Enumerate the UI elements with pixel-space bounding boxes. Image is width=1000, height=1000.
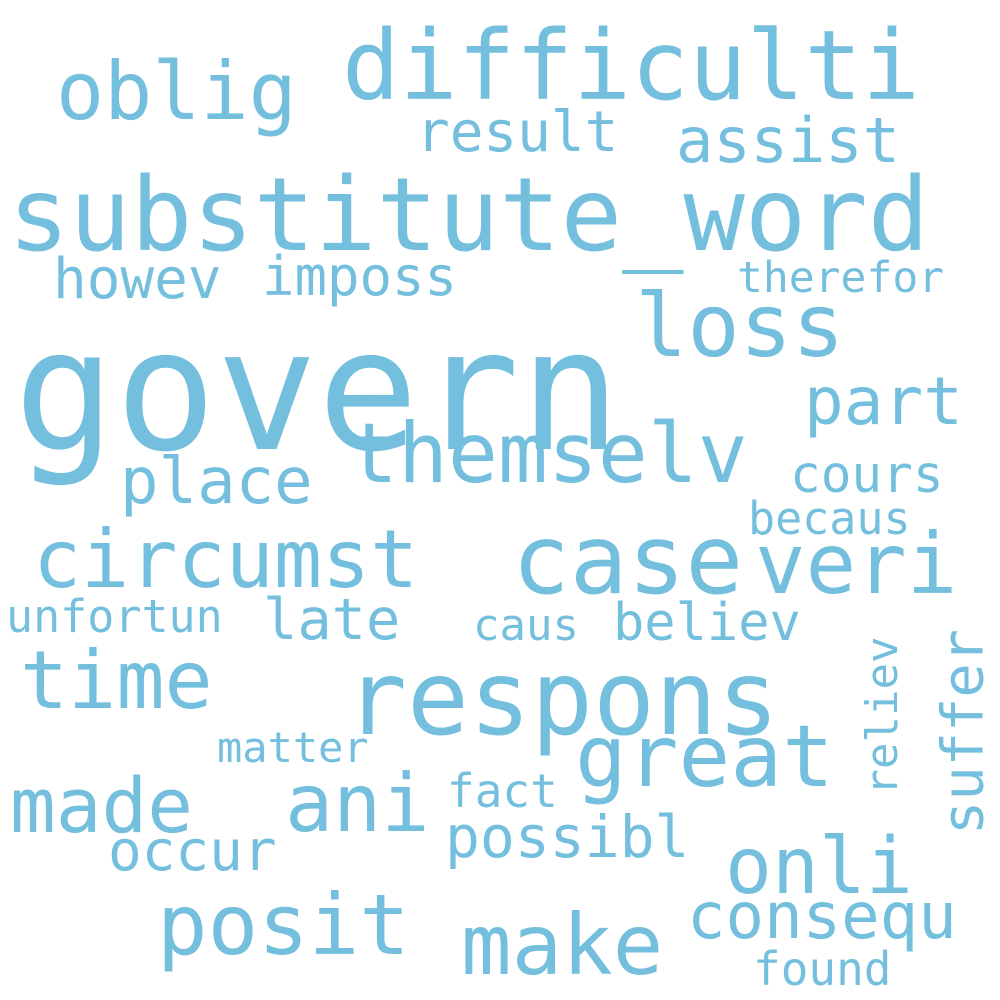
word-part: part [804,363,963,440]
word-possibl: possibl [445,803,690,871]
word-loss: loss [635,275,845,377]
word-made: made [10,761,194,850]
word-result: result [416,100,619,165]
word-howev: howev [53,247,222,312]
word-govern: govern [14,293,621,489]
word-make: make [461,896,664,994]
word-therefor: therefor [737,253,945,303]
word-circumst: circumst [33,513,419,606]
word-suffer: suffer [930,629,997,835]
word-oblig: oblig [56,45,297,138]
word-assist: assist [676,104,900,177]
word-consequ: consequ [687,880,957,954]
word-case: case [512,504,744,616]
word-reliev: reliev [857,636,908,796]
word-late: late [263,587,401,653]
word-respons: respons [345,639,780,759]
word-found: found [753,942,892,996]
word-cours: cours [790,446,944,505]
word-themselv: themselv [348,405,748,502]
word-place: place [120,445,313,519]
word-posit: posit [157,876,410,974]
word-occur: occur [108,819,277,884]
word-substitute-word: substitute_word [8,156,930,275]
word-fact: fact [447,764,558,818]
word-onli: onli [725,822,913,912]
word-becaus: becaus [748,492,911,545]
word-unfortun: unfortun [6,590,223,643]
word-caus: caus [473,600,579,651]
word-matter: matter [217,723,369,772]
word-time: time [20,634,213,727]
word-veri: veri [755,515,958,613]
word-imposs: imposs [262,245,458,308]
word-ani: ani [285,757,430,850]
word-great: great [575,707,834,807]
word-believ: believ [613,593,801,653]
word-difficulti: difficulti [342,10,920,122]
